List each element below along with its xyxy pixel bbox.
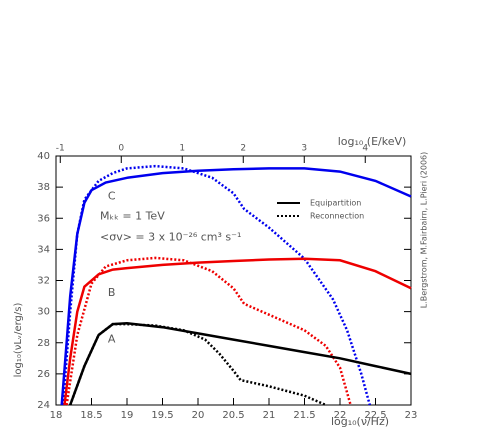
y-tick-label: 26 <box>37 369 50 380</box>
annotation: B <box>108 286 116 299</box>
legend-label: Equipartition <box>310 199 361 208</box>
x-tick-label: 21.5 <box>293 410 315 421</box>
x-tick-label: 20.5 <box>222 410 244 421</box>
annotation: A <box>108 333 116 346</box>
x-tick-label: 19.5 <box>151 410 173 421</box>
series-line <box>63 257 412 406</box>
x-tick-label: 20 <box>192 410 205 421</box>
x-tick-label: 22.5 <box>364 410 386 421</box>
series-line <box>61 164 372 406</box>
series-line <box>69 322 327 407</box>
top-tick-label: 0 <box>118 144 124 154</box>
y-tick-label: 28 <box>37 338 50 349</box>
x-tick-label: 18.5 <box>80 410 102 421</box>
y-tick-label: 34 <box>37 244 50 255</box>
top-tick-label: 3 <box>301 144 307 154</box>
legend-label: Reconnection <box>310 212 364 221</box>
top-tick-label: -1 <box>56 144 65 154</box>
annotation: C <box>108 189 116 202</box>
series-line <box>69 322 412 406</box>
x-axis-label: log₁₀(ν/Hz) <box>331 415 389 428</box>
annotation: <σv> = 3 x 10⁻²⁶ cm³ s⁻¹ <box>100 231 241 244</box>
y-tick-label: 32 <box>37 276 50 287</box>
y-tick-label: 38 <box>37 182 50 193</box>
credit: L.Bergstrom, M.Fairbairn, L.Pieri (2006) <box>420 152 429 309</box>
x-tick-label: 18 <box>50 410 63 421</box>
y-tick-label: 36 <box>37 213 50 224</box>
top-tick-label: 2 <box>240 144 246 154</box>
x-tick-label: 22 <box>334 410 347 421</box>
top-tick-label: 1 <box>179 144 185 154</box>
annotation: Mₖₖ = 1 TeV <box>100 210 165 223</box>
y-tick-label: 30 <box>37 307 50 318</box>
y-tick-label: 40 <box>37 151 50 162</box>
series-line <box>65 256 352 406</box>
y-axis-label: log₁₀(νLᵥ/erg/s) <box>13 303 24 378</box>
x-tick-label: 23 <box>405 410 418 421</box>
x-tick-label: 19 <box>121 410 134 421</box>
x-tick-label: 21 <box>263 410 276 421</box>
y-tick-label: 24 <box>37 400 50 411</box>
top-tick-label: 4 <box>362 144 368 154</box>
top-axis-label: log₁₀ (E/keV) <box>338 135 407 148</box>
